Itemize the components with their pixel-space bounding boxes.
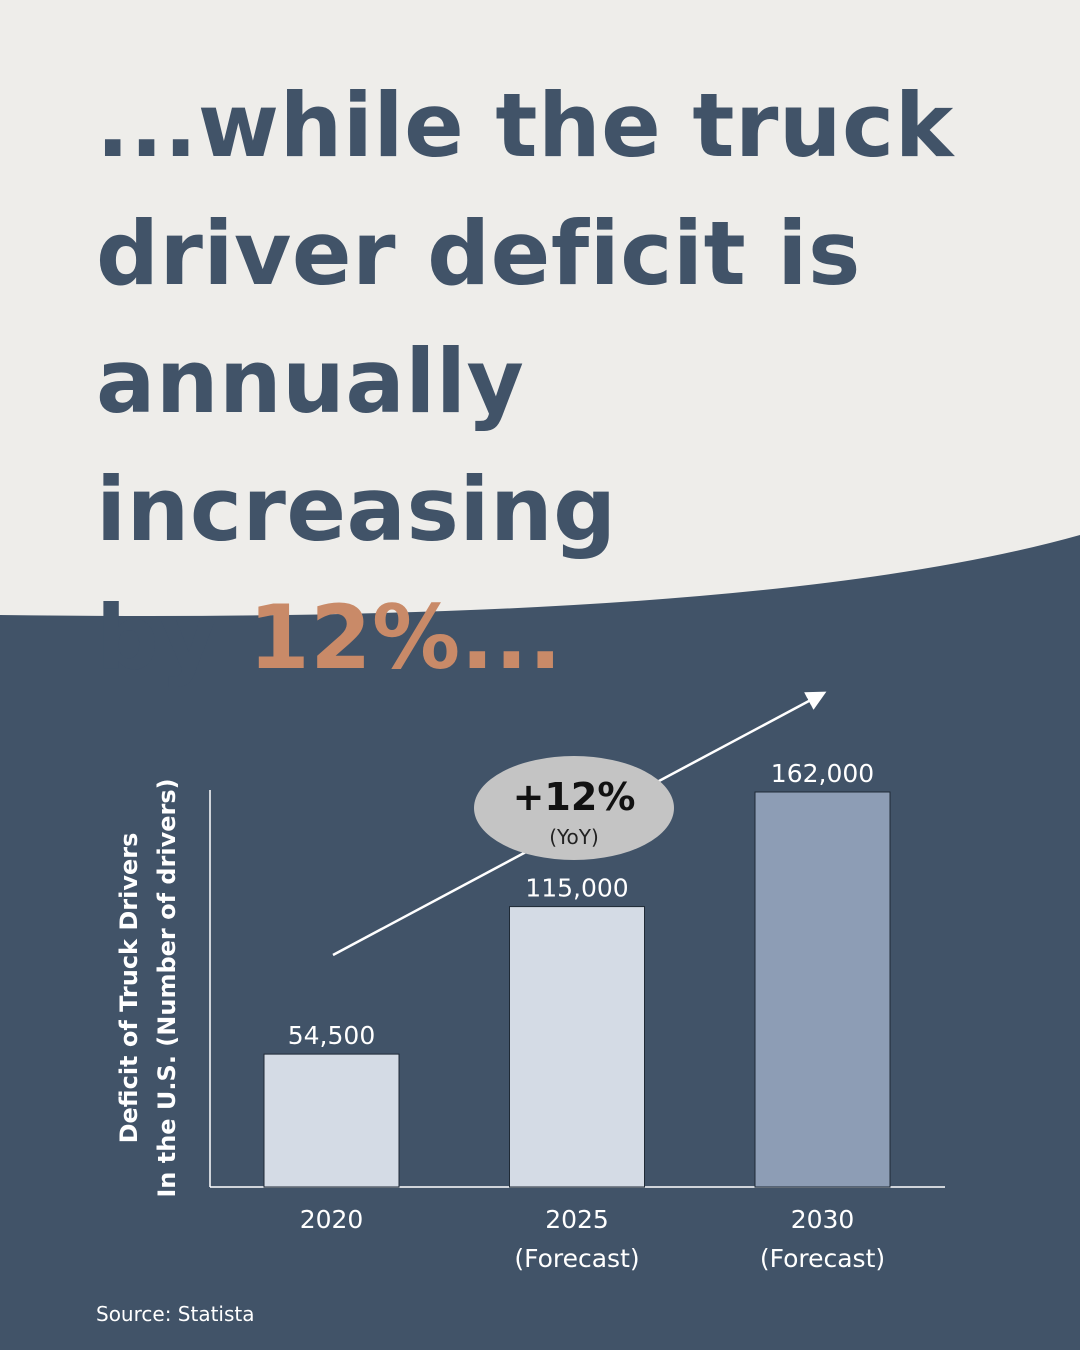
background-light-wave [0,0,1080,616]
y-axis-label-line-1: Deficit of Truck Drivers [115,833,143,1144]
headline-line-3: annually increasing [96,330,617,561]
headline-line-4: by 12%... [96,574,1056,702]
headline-line-1: ...while the truck [96,74,954,177]
bar-value-label-0: 54,500 [288,1021,375,1050]
growth-badge: +12% (YoY) [474,756,674,860]
headline-line-2: driver deficit is [96,202,861,305]
bar-value-label-1: 115,000 [525,874,628,903]
bar-value-label-2: 162,000 [771,759,874,788]
x-tick-label-1-1: (Forecast) [514,1244,639,1273]
bars: 54,500 2020 115,000 2025 (Forecast) 162,000 20… [263,759,891,1273]
source-note: Source: Statista [96,1302,255,1326]
headline-prefix: by [96,586,249,689]
bar-1 [509,906,645,1188]
headline: ...while the truck driver deficit is ann… [96,62,1056,702]
x-tick-label-0-0: 2020 [300,1205,364,1234]
y-axis-label: Deficit of Truck Drivers In the U.S. (Nu… [115,778,181,1197]
bar-0 [263,1053,400,1188]
growth-badge-value: +12% [513,775,636,819]
growth-badge-note: (YoY) [549,825,599,849]
bar-2 [754,791,891,1188]
x-tick-label-1-0: 2025 [545,1205,609,1234]
y-axis-label-line-2: In the U.S. (Number of drivers) [153,778,181,1197]
growth-badge-ellipse [474,756,674,860]
x-tick-label-2-1: (Forecast) [760,1244,885,1273]
x-tick-label-2-0: 2030 [791,1205,855,1234]
bar-chart: Deficit of Truck Drivers In the U.S. (Nu… [115,691,945,1273]
headline-accent: 12%... [248,586,563,689]
